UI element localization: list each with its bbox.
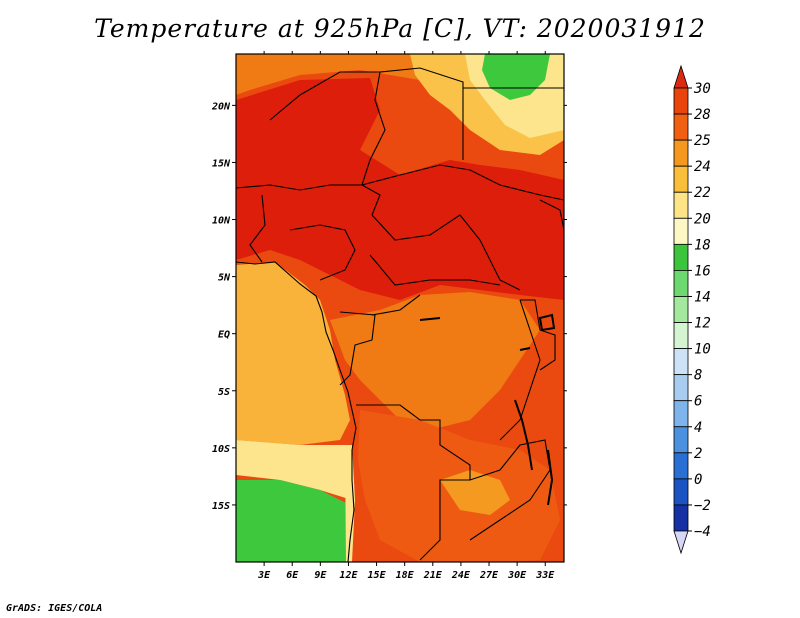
x-tick-label: 27E xyxy=(479,570,499,581)
x-tick-label: 21E xyxy=(423,570,443,581)
y-tick-label: 5S xyxy=(218,387,230,398)
border-zambia xyxy=(440,439,551,541)
colorbar-label: 24 xyxy=(694,159,711,175)
field-ocean-lightorange xyxy=(236,262,350,445)
x-tick-label: 15E xyxy=(368,570,387,581)
border-gabon xyxy=(339,311,376,386)
x-tick-label: 3E xyxy=(257,570,271,581)
plot-frame xyxy=(235,53,565,563)
colorbar-swatch xyxy=(673,348,689,376)
colorbar-label: −2 xyxy=(694,498,711,514)
country-borders xyxy=(236,67,564,562)
x-tick-label: 18E xyxy=(396,570,415,581)
credit-label: GrADS: IGES/COLA xyxy=(6,603,103,614)
field-south-lightorange xyxy=(440,470,510,515)
lake-tanganyika xyxy=(514,399,533,471)
colorbar-label: 0 xyxy=(694,472,702,488)
x-tick-label: 30E xyxy=(507,570,527,581)
border-car-south xyxy=(369,254,501,286)
field-north-orange xyxy=(236,54,470,95)
border-west xyxy=(249,194,266,263)
x-tick-label: 9E xyxy=(314,570,327,581)
colorbar-swatch xyxy=(673,478,689,506)
chart-title: Temperature at 925hPa [C], VT: 202003191… xyxy=(94,14,706,43)
colorbar-swatch xyxy=(673,322,689,349)
colorbar-label: 6 xyxy=(694,394,702,410)
y-tick-label: 10N xyxy=(212,216,231,227)
colorbar-swatch xyxy=(673,426,689,454)
colorbar-label: 2 xyxy=(694,446,702,462)
lake-victoria xyxy=(538,313,556,332)
colorbar-top-triangle xyxy=(673,64,689,89)
x-tick-label: 33E xyxy=(535,570,555,581)
colorbar-label: 16 xyxy=(694,263,711,279)
colorbar-label: 30 xyxy=(693,81,711,97)
border-nigeria xyxy=(289,224,356,281)
border-car xyxy=(371,214,521,291)
lake-small-2 xyxy=(519,347,531,351)
colorbar-label: 28 xyxy=(694,107,711,123)
colorbar-label: 8 xyxy=(694,368,702,384)
colorbar-swatch xyxy=(673,270,689,297)
border-congo xyxy=(371,294,421,316)
border-angola xyxy=(356,404,471,561)
lakes xyxy=(419,313,556,506)
border-drc-east xyxy=(499,299,541,441)
y-axis-ticks: 20N 15N 10N 5N EQ 5S 10S 15S xyxy=(211,101,567,512)
x-axis-ticks: 3E 6E 9E 12E 15E 18E 21E 24E 27E 30E 33E xyxy=(257,51,555,581)
temperature-field xyxy=(236,54,564,562)
lake-small-1 xyxy=(419,317,441,321)
colorbar-swatch xyxy=(673,191,689,219)
colorbar-swatch xyxy=(673,400,689,428)
colorbar-swatch xyxy=(673,243,689,271)
colorbar-label: 12 xyxy=(694,316,711,332)
colorbar-label: 14 xyxy=(694,289,711,305)
y-tick-label: 20N xyxy=(211,101,231,112)
colorbar-swatch xyxy=(673,296,689,323)
colorbar-swatch xyxy=(673,165,689,193)
field-ocean-pale xyxy=(236,440,352,500)
colorbar-swatch xyxy=(673,374,689,402)
lake-malawi xyxy=(547,449,554,506)
colorbar-label: 10 xyxy=(694,342,711,358)
border-north-2 xyxy=(361,71,386,216)
x-tick-label: 12E xyxy=(339,570,358,581)
y-tick-label: 5N xyxy=(218,273,231,284)
field-ocean-green xyxy=(236,480,350,562)
colorbar-label: −4 xyxy=(694,524,711,540)
y-tick-label: EQ xyxy=(218,330,230,341)
colorbar-swatch xyxy=(673,139,689,167)
colorbar-swatch xyxy=(673,87,689,115)
field-congo-orange xyxy=(330,292,540,430)
y-tick-label: 15N xyxy=(212,158,231,169)
colorbar-swatch xyxy=(673,217,689,245)
x-tick-label: 24E xyxy=(451,570,471,581)
border-sahel xyxy=(236,164,564,201)
colorbar-swatch xyxy=(673,452,689,480)
colorbar-label: 25 xyxy=(694,133,711,149)
border-lakes xyxy=(520,299,556,371)
colorbar-swatch xyxy=(673,113,689,141)
colorbar-swatch xyxy=(673,504,689,532)
colorbar-label: 4 xyxy=(694,420,702,436)
colorbar-label: 22 xyxy=(694,185,711,201)
coastline xyxy=(236,261,357,562)
border-ethiopia xyxy=(539,199,564,231)
colorbar-bottom-triangle xyxy=(673,530,689,555)
colorbar-label: 18 xyxy=(694,237,711,253)
y-tick-label: 15S xyxy=(212,501,230,512)
x-tick-label: 6E xyxy=(286,570,299,581)
colorbar-label: 20 xyxy=(694,211,711,227)
y-tick-label: 10S xyxy=(212,444,230,455)
